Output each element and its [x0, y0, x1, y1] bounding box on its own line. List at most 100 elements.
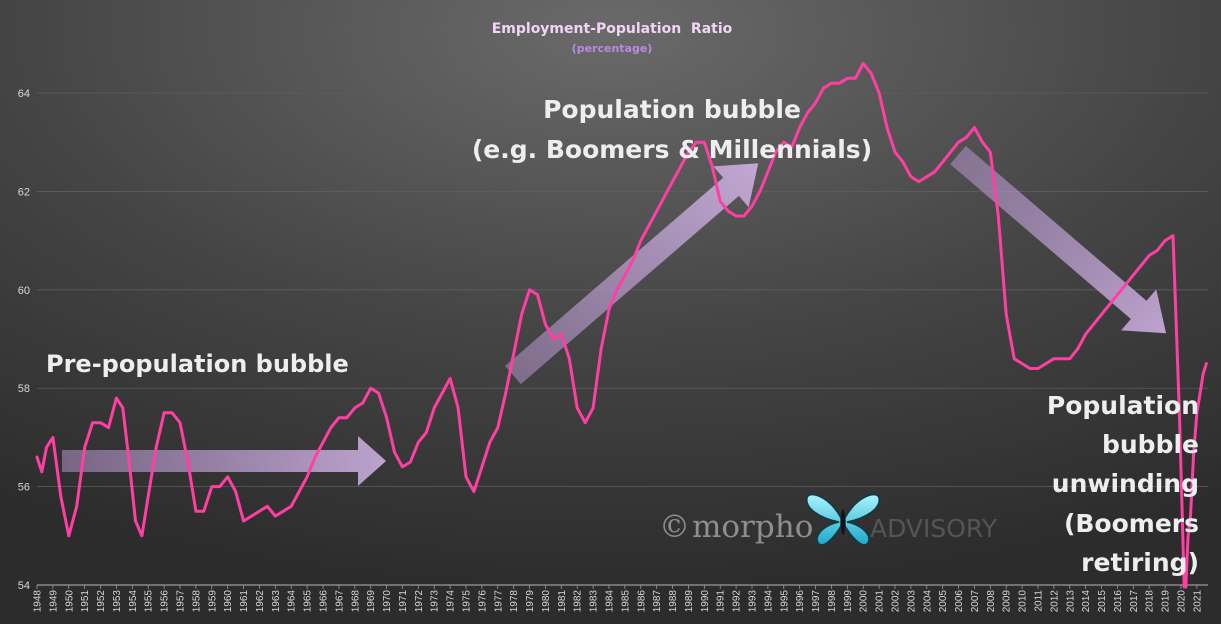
x-tick-label: 1956	[160, 590, 171, 613]
x-tick-label: 2010	[1018, 590, 1029, 613]
x-tick-label: 2005	[938, 590, 949, 613]
x-tick-label: 2018	[1145, 590, 1156, 613]
x-tick-label: 1988	[668, 590, 679, 613]
x-tick-label: 1949	[48, 590, 59, 613]
x-tick-label: 1998	[827, 590, 838, 613]
arrow-flat	[62, 436, 386, 486]
x-tick-label: 1953	[112, 590, 123, 613]
x-tick-label: 1964	[287, 590, 298, 613]
x-tick-label: 1962	[255, 590, 266, 613]
x-tick-label: 1994	[763, 590, 774, 613]
x-tick-label: 1999	[843, 590, 854, 613]
watermark: © morpho ADVISORY	[659, 493, 998, 546]
x-tick-label: 1966	[318, 590, 329, 613]
x-tick-label: 1959	[207, 590, 218, 613]
x-tick-label: 2009	[1002, 590, 1013, 613]
x-tick-label: 2003	[906, 590, 917, 613]
x-tick-label: 2019	[1161, 590, 1172, 613]
x-tick-label: 2002	[890, 590, 901, 613]
x-tick-label: 2014	[1081, 590, 1092, 613]
x-tick-label: 1992	[732, 590, 743, 613]
x-tick-label: 1993	[747, 590, 758, 613]
y-axis: 54 56 58 60 62 64	[18, 88, 30, 592]
annotation-unwinding-line-4: (Boomers	[1064, 509, 1199, 538]
x-tick-label: 1979	[525, 590, 536, 613]
x-tick-label: 1973	[430, 590, 441, 613]
annotation-unwinding: Population bubble unwinding (Boomers ret…	[1047, 391, 1199, 577]
arrow-rising	[505, 163, 759, 385]
x-tick-label: 1995	[779, 590, 790, 613]
arrow-falling	[950, 145, 1167, 334]
x-tick-label: 1965	[303, 590, 314, 613]
x-tick-label: 1997	[811, 590, 822, 613]
watermark-copyright: ©	[659, 509, 690, 545]
x-tick-label: 1967	[334, 590, 345, 613]
x-tick-label: 2008	[986, 590, 997, 613]
x-tick-label: 1989	[684, 590, 695, 613]
x-tick-label: 2006	[954, 590, 965, 613]
series-line-employment-ratio	[35, 62, 1208, 589]
x-tick-label: 2017	[1129, 590, 1140, 613]
x-tick-label: 1968	[350, 590, 361, 613]
x-tick-label: 1957	[175, 590, 186, 613]
x-tick-label: 1980	[541, 590, 552, 613]
x-tick-label: 1960	[223, 590, 234, 613]
y-tick-label: 62	[18, 186, 30, 198]
x-tick-label: 1996	[795, 590, 806, 613]
watermark-brand-advisory: ADVISORY	[870, 514, 998, 543]
x-tick-label: 1970	[382, 590, 393, 613]
y-tick-label: 60	[18, 285, 30, 297]
trend-arrows	[62, 145, 1167, 486]
x-axis: 1948 1949 1950 1951 1952 1953 1954 1955 1956 1957…	[33, 585, 1203, 613]
x-tick-label: 1985	[620, 590, 631, 613]
annotation-unwinding-line-3: unwinding	[1052, 469, 1199, 498]
x-tick-label: 2004	[922, 590, 933, 613]
x-tick-label: 2016	[1113, 590, 1124, 613]
x-tick-label: 1963	[271, 590, 282, 613]
x-tick-label: 1969	[366, 590, 377, 613]
annotation-unwinding-line-2: bubble	[1102, 430, 1199, 459]
x-tick-label: 2011	[1033, 590, 1044, 612]
annotation-bubble-line-2: (e.g. Boomers & Millennials)	[472, 135, 872, 164]
x-tick-label: 1972	[414, 590, 425, 613]
x-tick-label: 2001	[875, 590, 886, 613]
annotation-pre-bubble: Pre-population bubble	[46, 350, 349, 378]
annotation-unwinding-line-5: retiring)	[1081, 548, 1199, 577]
x-tick-label: 1952	[96, 590, 107, 613]
watermark-brand: morpho	[692, 509, 813, 545]
x-tick-label: 2020	[1176, 590, 1187, 613]
x-tick-label: 1975	[461, 590, 472, 613]
y-tick-label: 58	[18, 383, 30, 395]
x-tick-label: 1974	[446, 590, 457, 613]
y-tick-label: 56	[18, 482, 30, 494]
x-tick-label: 2015	[1097, 590, 1108, 613]
x-tick-label: 1961	[239, 590, 250, 613]
annotation-bubble-line-1: Population bubble	[543, 95, 801, 124]
annotation-bubble: Population bubble (e.g. Boomers & Millen…	[472, 95, 872, 164]
x-tick-label: 1948	[33, 590, 44, 613]
x-tick-label: 1987	[652, 590, 663, 613]
x-tick-label: 2007	[970, 590, 981, 613]
y-tick-label: 64	[18, 88, 30, 100]
annotation-unwinding-line-1: Population	[1047, 391, 1199, 420]
x-tick-label: 2000	[859, 590, 870, 613]
butterfly-icon	[806, 493, 880, 546]
x-tick-label: 1971	[398, 590, 409, 613]
x-tick-label: 1991	[716, 590, 727, 613]
x-tick-label: 1982	[573, 590, 584, 613]
x-tick-label: 1983	[589, 590, 600, 613]
chart-subtitle: (percentage)	[572, 42, 653, 55]
x-tick-label: 2021	[1192, 590, 1203, 613]
x-tick-label: 1958	[191, 590, 202, 613]
x-tick-label: 1954	[128, 590, 139, 613]
y-tick-label: 54	[18, 580, 30, 592]
x-tick-label: 1955	[144, 590, 155, 613]
x-tick-label: 1976	[477, 590, 488, 613]
x-tick-label: 1951	[80, 590, 91, 613]
x-tick-label: 1984	[604, 590, 615, 613]
x-tick-label: 1986	[636, 590, 647, 613]
x-tick-label: 1990	[700, 590, 711, 613]
x-tick-label: 1981	[557, 590, 568, 613]
